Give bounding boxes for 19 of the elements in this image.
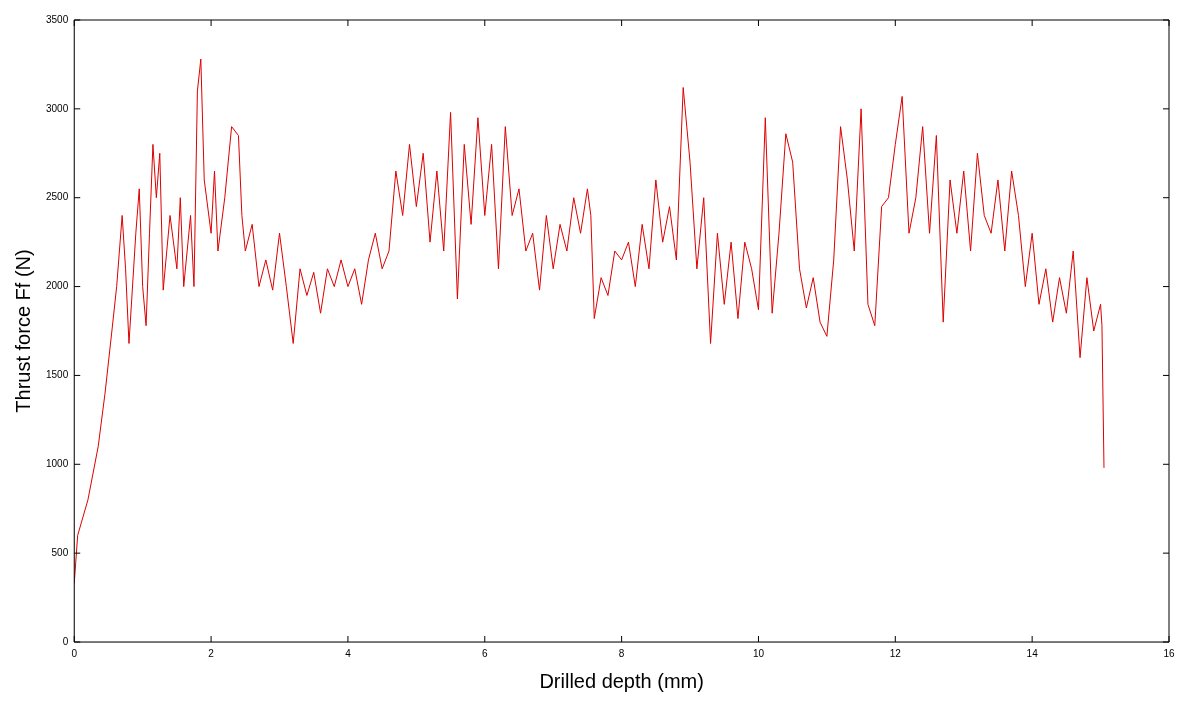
x-tick-label: 4 [345,647,352,659]
y-tick-label: 2500 [46,191,69,203]
x-tick-label: 8 [618,647,625,659]
y-tick-label: 3000 [46,102,69,114]
x-tick-label: 0 [71,647,78,659]
x-tick-label: 16 [1163,647,1175,659]
x-tick-label: 6 [482,647,488,659]
y-tick-label: 1500 [46,369,69,381]
y-tick-label: 2000 [46,280,69,292]
x-tick-label: 10 [752,647,765,659]
y-tick-label: 500 [51,546,69,558]
y-axis-title: Thrust force Ff (N) [11,249,34,413]
x-tick-label: 14 [1026,647,1039,659]
y-tick-label: 3500 [46,13,69,25]
x-axis-title: Drilled depth (mm) [539,669,704,692]
x-tick-label: 2 [208,647,215,659]
y-tick-label: 0 [62,635,69,647]
x-tick-label: 12 [889,647,902,659]
y-tick-label: 1000 [46,458,69,470]
